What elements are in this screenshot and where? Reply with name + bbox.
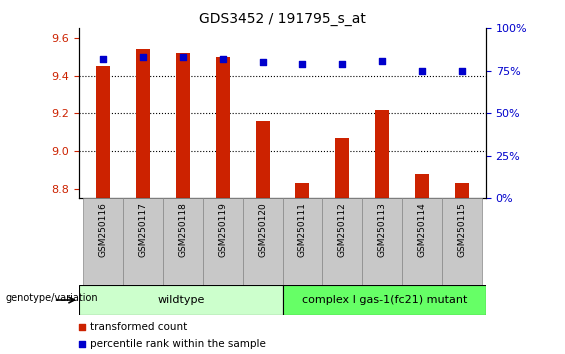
Text: GSM250112: GSM250112	[338, 202, 347, 257]
Text: GSM250119: GSM250119	[218, 202, 227, 257]
Point	[458, 68, 467, 74]
Text: GSM250120: GSM250120	[258, 202, 267, 257]
Point	[338, 61, 347, 67]
Point	[77, 324, 86, 329]
Point	[377, 58, 386, 63]
Point	[298, 61, 307, 67]
Bar	[362, 198, 402, 285]
Point	[138, 55, 147, 60]
Bar	[242, 198, 282, 285]
Bar	[216, 57, 229, 198]
Text: GSM250113: GSM250113	[378, 202, 386, 257]
Bar	[79, 285, 282, 315]
Text: GSM250114: GSM250114	[418, 202, 427, 257]
Text: GSM250115: GSM250115	[458, 202, 467, 257]
Bar	[176, 53, 190, 198]
Title: GDS3452 / 191795_s_at: GDS3452 / 191795_s_at	[199, 12, 366, 26]
Bar	[282, 285, 486, 315]
Bar	[455, 183, 469, 198]
Text: percentile rank within the sample: percentile rank within the sample	[90, 339, 266, 349]
Bar	[83, 198, 123, 285]
Bar	[336, 138, 349, 198]
Bar	[255, 121, 270, 198]
Bar	[96, 66, 110, 198]
Text: GSM250111: GSM250111	[298, 202, 307, 257]
Bar	[123, 198, 163, 285]
Bar	[402, 198, 442, 285]
Text: transformed count: transformed count	[90, 321, 188, 332]
Text: wildtype: wildtype	[157, 295, 205, 305]
Bar	[295, 183, 310, 198]
Text: GSM250118: GSM250118	[179, 202, 187, 257]
Bar	[282, 198, 323, 285]
Bar	[415, 174, 429, 198]
Text: complex I gas-1(fc21) mutant: complex I gas-1(fc21) mutant	[302, 295, 467, 305]
Point	[179, 55, 188, 60]
Bar	[442, 198, 482, 285]
Bar	[163, 198, 203, 285]
Bar	[375, 109, 389, 198]
Text: genotype/variation: genotype/variation	[6, 293, 98, 303]
Bar	[136, 49, 150, 198]
Point	[77, 341, 86, 347]
Point	[98, 56, 107, 62]
Point	[418, 68, 427, 74]
Bar	[323, 198, 362, 285]
Point	[258, 59, 267, 65]
Bar	[203, 198, 242, 285]
Text: GSM250116: GSM250116	[98, 202, 107, 257]
Text: GSM250117: GSM250117	[138, 202, 147, 257]
Point	[218, 56, 227, 62]
